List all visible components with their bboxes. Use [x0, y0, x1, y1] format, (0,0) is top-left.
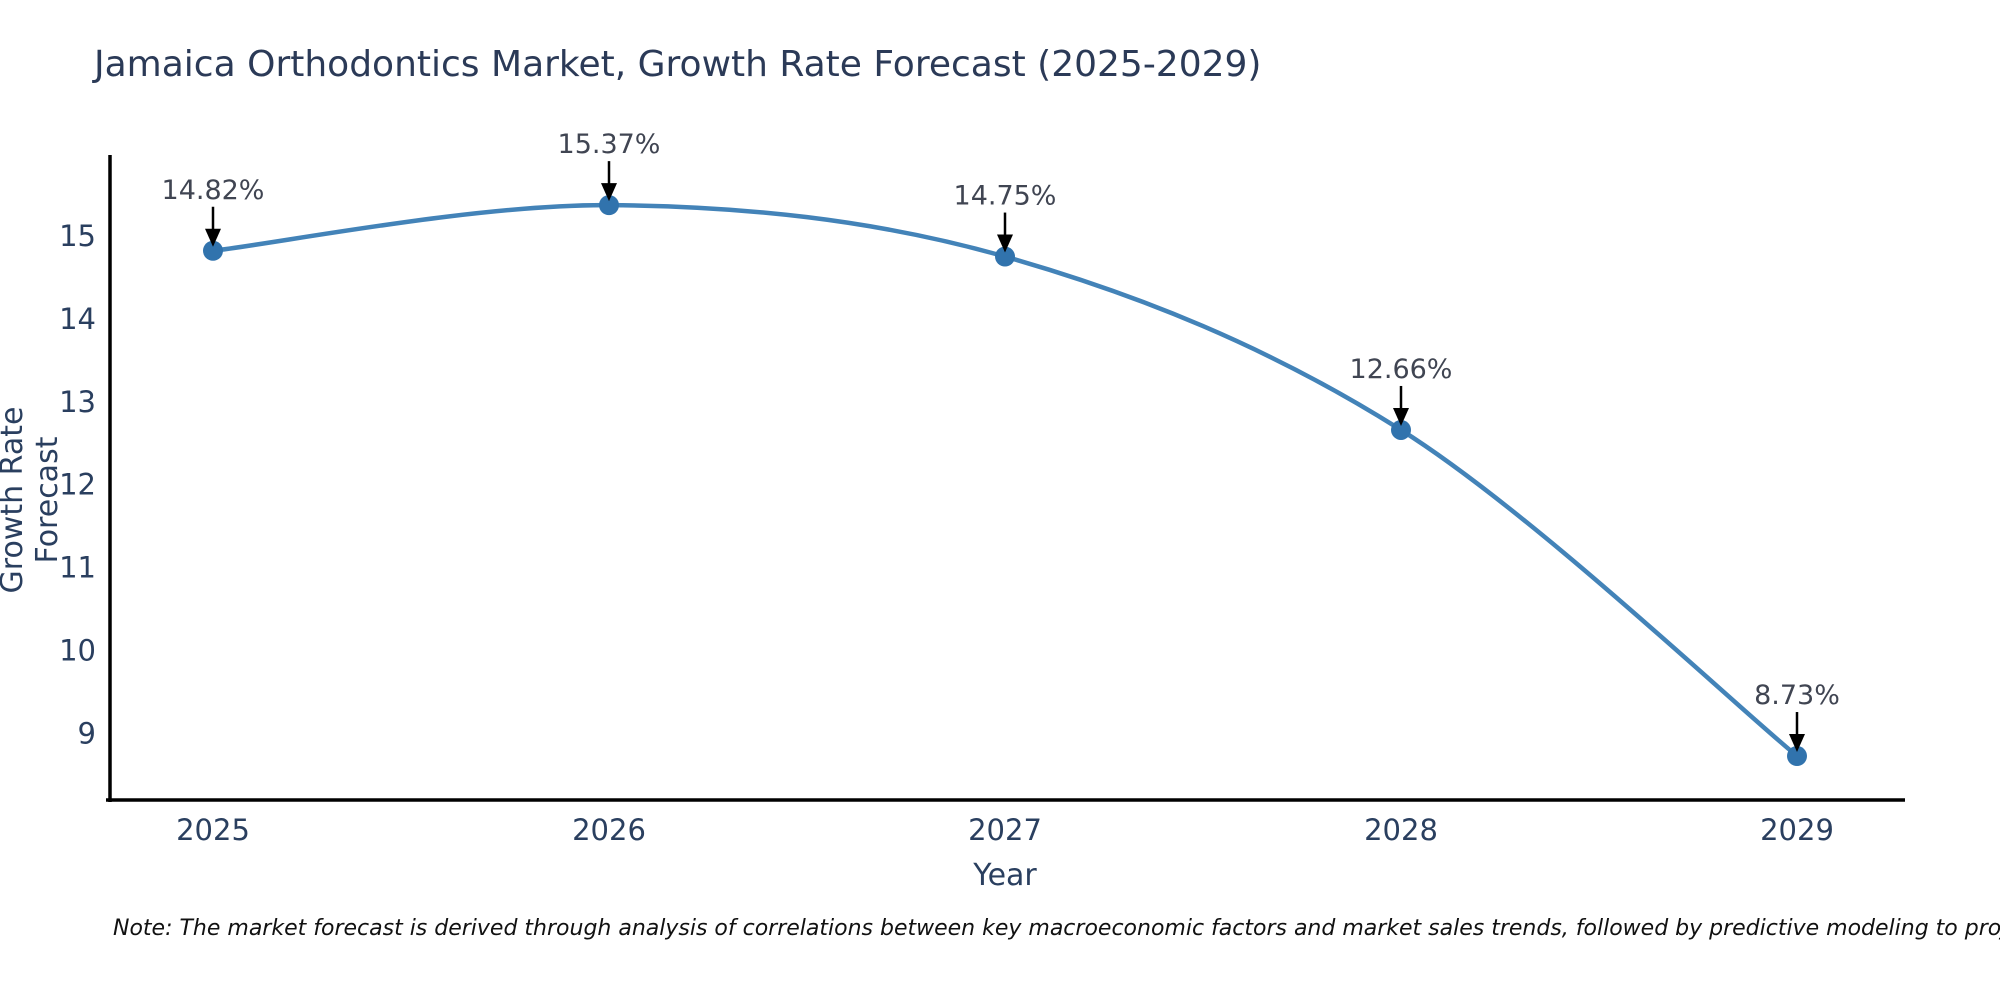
- annotation-arrow-head: [1789, 734, 1805, 753]
- data-point-label: 14.82%: [162, 175, 265, 206]
- data-point-marker: [203, 240, 223, 261]
- data-point-label: 14.75%: [954, 181, 1057, 212]
- annotation-arrow-head: [601, 183, 617, 202]
- y-tick-label: 9: [78, 717, 96, 751]
- x-tick-label: 2029: [1760, 813, 1834, 847]
- x-tick-label: 2028: [1364, 813, 1438, 847]
- data-point-label: 8.73%: [1754, 680, 1840, 711]
- annotation-arrow-head: [205, 228, 221, 247]
- data-point-label: 15.37%: [558, 129, 661, 160]
- x-tick-label: 2026: [572, 813, 646, 847]
- y-tick-label: 10: [59, 634, 96, 668]
- x-tick-label: 2025: [176, 813, 250, 847]
- y-tick-label: 12: [59, 468, 96, 502]
- y-axis-title: Growth Rate Forecast: [0, 406, 65, 594]
- x-axis-title: Year: [973, 858, 1037, 893]
- data-point-label: 12.66%: [1350, 354, 1453, 385]
- y-tick-label: 13: [59, 385, 96, 419]
- y-tick-label: 14: [59, 302, 96, 336]
- chart-title: Jamaica Orthodontics Market, Growth Rate…: [94, 44, 1262, 85]
- data-point-marker: [599, 195, 619, 216]
- data-point-marker: [995, 246, 1015, 267]
- y-tick-label: 15: [59, 219, 96, 253]
- data-point-marker: [1787, 746, 1807, 767]
- annotation-arrow-head: [1393, 407, 1409, 426]
- forecast-line: [210, 202, 1800, 759]
- data-point-marker: [1391, 419, 1411, 440]
- x-tick-label: 2027: [968, 813, 1042, 847]
- chart-note: Note: The market forecast is derived thr…: [113, 916, 2000, 941]
- annotation-arrow-head: [997, 234, 1013, 253]
- y-tick-label: 11: [59, 551, 96, 585]
